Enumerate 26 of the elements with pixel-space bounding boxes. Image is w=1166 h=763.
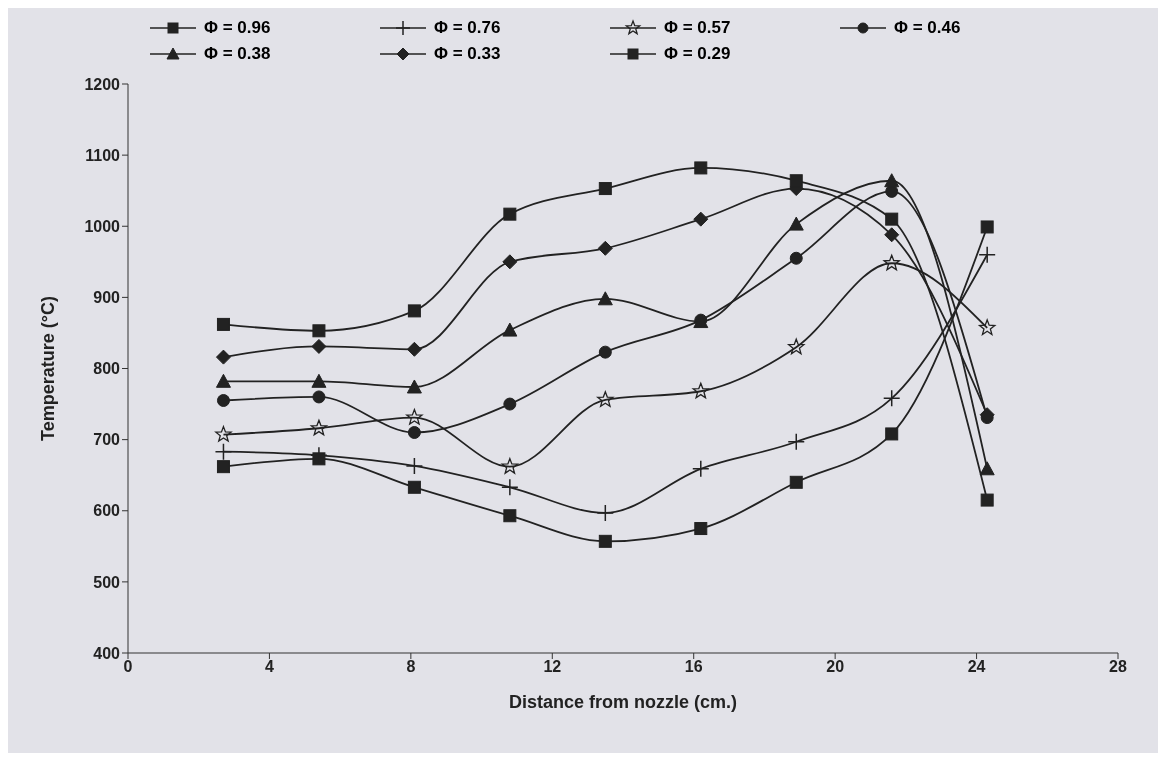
legend-label: Φ = 0.57: [664, 18, 731, 38]
x-tick-label: 0: [123, 658, 133, 676]
y-tick-label: 1100: [85, 146, 121, 164]
x-axis-title: Distance from nozzle (cm.): [508, 692, 738, 712]
x-tick-label: 28: [1109, 658, 1127, 676]
y-tick-label: 1000: [84, 217, 121, 235]
y-tick-label: 400: [93, 644, 121, 662]
x-tick-label: 16: [684, 658, 703, 676]
legend-label: Φ = 0.46: [894, 18, 961, 38]
x-tick-label: 12: [543, 658, 562, 676]
legend-label: Φ = 0.38: [204, 44, 271, 64]
y-tick-label: 1200: [84, 75, 121, 93]
x-tick-label: 8: [406, 658, 416, 676]
y-tick-label: 700: [93, 431, 121, 449]
legend-label: Φ = 0.76: [434, 18, 501, 38]
y-tick-label: 600: [93, 502, 121, 520]
x-tick-label: 4: [264, 658, 274, 676]
y-tick-label: 500: [93, 573, 121, 591]
y-axis-title: Temperature (°C): [38, 296, 59, 441]
x-tick-label: 20: [826, 658, 845, 676]
y-tick-label: 800: [93, 360, 121, 378]
x-tick-label: 24: [967, 658, 986, 676]
legend-label: Φ = 0.33: [434, 44, 501, 64]
y-tick-label: 900: [93, 289, 121, 307]
legend-label: Φ = 0.96: [204, 18, 271, 38]
legend-label: Φ = 0.29: [664, 44, 731, 64]
